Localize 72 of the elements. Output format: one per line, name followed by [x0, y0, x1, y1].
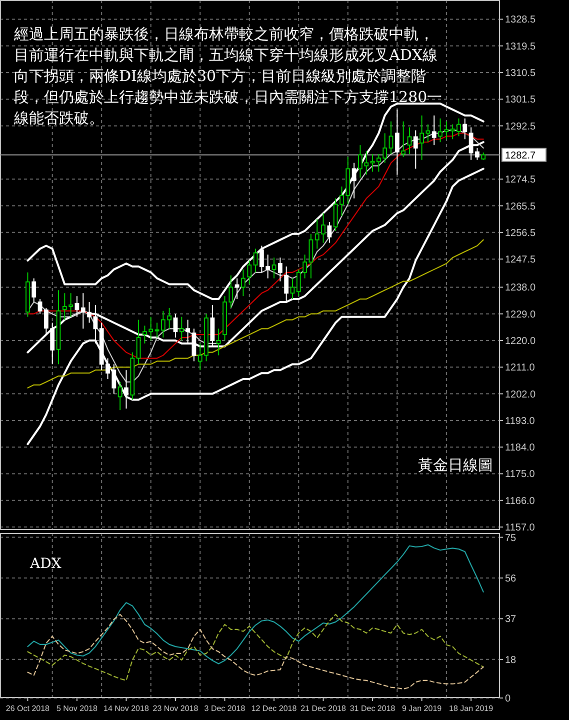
y-tick-label: 1157.0	[505, 522, 536, 534]
line-series	[26, 168, 484, 446]
candlestick	[186, 319, 190, 344]
candlestick	[216, 328, 221, 356]
y-tick-label: 1202.0	[505, 389, 536, 400]
y-tick-label: 37	[505, 614, 517, 626]
y-tick-label: 56	[505, 574, 517, 584]
x-tick-label: 18 Jan 2019	[449, 704, 494, 713]
candlestick	[407, 126, 412, 154]
candlestick	[290, 278, 295, 300]
y-tick-label: 1265.5	[505, 201, 536, 212]
candlestick	[370, 153, 375, 172]
candlestick	[278, 257, 282, 282]
candlestick	[173, 313, 178, 338]
candlestick	[284, 266, 289, 303]
candlestick	[210, 304, 215, 347]
candlestick	[32, 278, 36, 303]
candlestick	[241, 268, 246, 297]
candlestick	[253, 248, 258, 273]
candlestick	[394, 109, 400, 176]
y-tick-label: 1184.0	[505, 442, 536, 454]
y-tick-label: 0	[505, 694, 511, 704]
candlestick	[352, 162, 356, 199]
x-tick-label: 3 Dec 2018	[204, 704, 246, 713]
x-tick-label: 23 Nov 2018	[152, 704, 199, 713]
candlestick	[154, 322, 160, 338]
x-tick-label: 14 Nov 2018	[104, 704, 150, 713]
candlestick	[247, 260, 252, 285]
y-tick-label: 1175.0	[505, 469, 536, 480]
candlestick	[432, 114, 436, 146]
candlestick	[179, 316, 184, 342]
y-tick-label: 1274.5	[505, 174, 536, 186]
x-tick-label: 21 Dec 2018	[300, 704, 347, 713]
x-tick-label: 9 Jan 2019	[402, 704, 442, 713]
candlestick	[38, 298, 42, 314]
candlestick	[401, 120, 406, 158]
candlestick	[74, 296, 80, 318]
y-tick-label: 18	[505, 654, 517, 666]
candlestick	[388, 120, 394, 154]
ref-line-label: 1282.7	[505, 150, 536, 162]
x-tick-label: 12 Dec 2018	[251, 704, 298, 713]
candlestick	[118, 381, 122, 411]
annotation: 黃金日線圖	[418, 456, 493, 474]
candlestick	[462, 118, 468, 140]
text: ADX	[29, 556, 62, 572]
y-tick-label: 1220.0	[505, 336, 536, 348]
annotation: 經過上周五的暴跌後，日線布林帶較之前收窄，價格跌破中軌，目前運行在中軌與下軌之間，五均線下穿十均線形成死叉ADX線向下拐頭，兩條DI線均處於30下方，目前日線級別處於調整階段，但仍處於上行趨勢中並未跌破，日內需關注下方支撐1280一線能否跌破。	[14, 24, 444, 129]
y-tick-label: 1301.5	[505, 94, 536, 106]
line-series	[27, 239, 484, 388]
y-tick-label: 1310.5	[505, 68, 536, 80]
x-tick-label: 31 Dec 2018	[350, 704, 396, 713]
y-tick-label: 1328.5	[505, 14, 536, 26]
candlestick	[420, 114, 424, 160]
y-tick-label: 1319.5	[505, 41, 536, 52]
y-tick-label: 1238.0	[505, 282, 536, 294]
line-series	[27, 544, 484, 664]
y-tick-label: 75	[505, 532, 517, 544]
y-tick-label: 1256.5	[505, 228, 536, 239]
y-tick-label: 1166.0	[505, 496, 536, 507]
candlestick	[413, 130, 418, 170]
y-tick-label: 1229.0	[505, 309, 536, 320]
y-tick-label: 1292.5	[505, 121, 536, 132]
candlestick	[308, 233, 314, 279]
y-tick-label: 1193.0	[505, 416, 536, 427]
x-tick-label: 26 Oct 2018	[6, 704, 50, 713]
candlestick	[124, 370, 128, 410]
y-tick-label: 1247.5	[505, 254, 536, 266]
candlestick	[272, 257, 276, 279]
x-tick-label: 5 Nov 2018	[56, 704, 98, 713]
candlestick	[327, 222, 332, 244]
y-tick-label: 1211.0	[505, 362, 536, 374]
candlestick	[136, 319, 141, 365]
